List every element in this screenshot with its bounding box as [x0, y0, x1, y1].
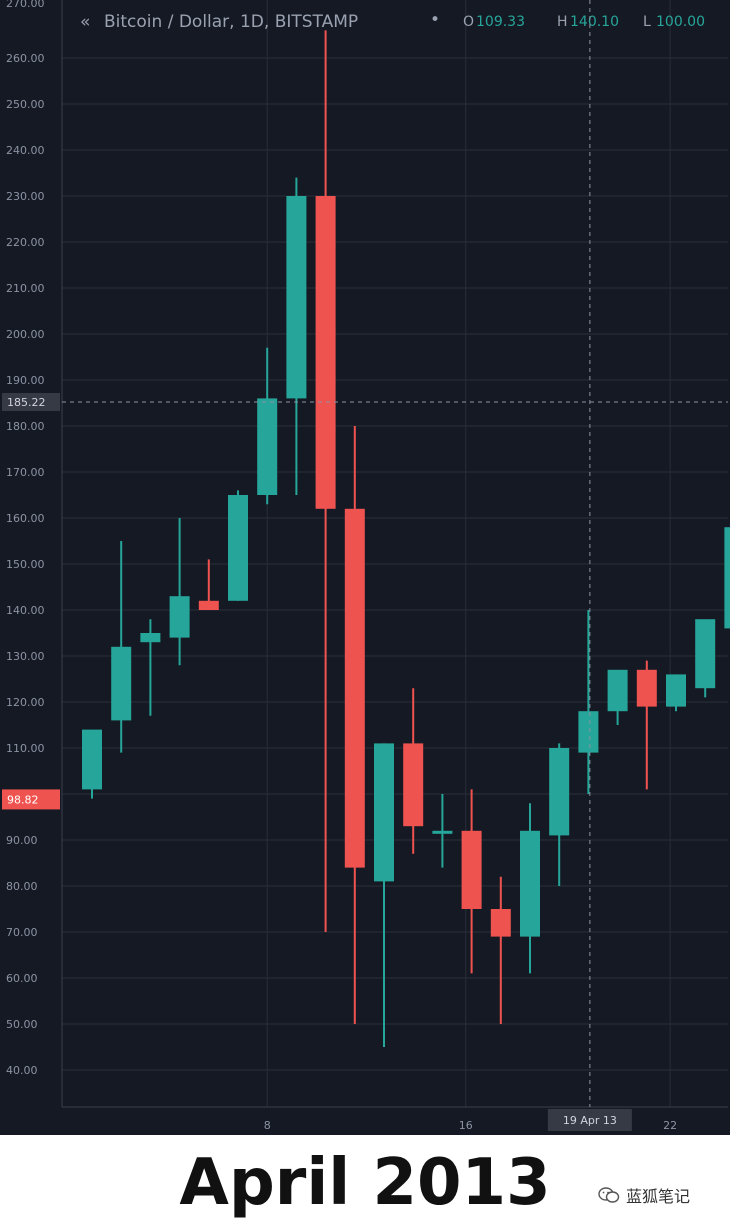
- candle-body: [198, 600, 219, 610]
- candle-body: [724, 527, 730, 629]
- candle-body: [286, 196, 307, 399]
- y-tick-label: 230.00: [6, 190, 45, 203]
- x-tick-label: 16: [459, 1119, 473, 1132]
- collapse-legend-icon[interactable]: «: [80, 12, 90, 32]
- candle[interactable]: [257, 347, 278, 505]
- candle[interactable]: [695, 619, 716, 698]
- candle-body: [607, 669, 628, 712]
- candle-body: [257, 398, 278, 495]
- y-tick-label: 110.00: [6, 742, 45, 755]
- last-price-label: 98.82: [7, 793, 39, 806]
- candlestick-chart[interactable]: 270.00 40.00 50.00 60.00 70.00 80.00 90.00 100…: [0, 0, 730, 1135]
- crosshair-date-box: [547, 1109, 632, 1131]
- candle[interactable]: [140, 619, 161, 716]
- candle[interactable]: [286, 177, 307, 495]
- candle-body: [490, 909, 511, 937]
- candle[interactable]: [490, 876, 511, 1024]
- y-tick-label: 180.00: [6, 420, 45, 433]
- candle[interactable]: [666, 674, 686, 712]
- candle-body: [549, 748, 570, 836]
- candle-body: [374, 743, 394, 882]
- low-value: 100.00: [656, 14, 705, 30]
- y-tick-label: 240.00: [6, 144, 45, 157]
- candle-body: [169, 596, 190, 638]
- candle[interactable]: [374, 743, 394, 1047]
- candle-body: [578, 711, 599, 753]
- crosshair-price-box: [2, 392, 60, 411]
- y-tick-label: 150.00: [6, 558, 45, 571]
- y-tick-label: 40.00: [6, 1064, 38, 1077]
- candles-layer: [82, 30, 730, 1047]
- chart-canvas[interactable]: 270.00 40.00 50.00 60.00 70.00 80.00 90.00 100…: [0, 0, 730, 1135]
- symbol-dropdown-icon[interactable]: •: [430, 10, 440, 30]
- y-tick-label: 60.00: [6, 972, 38, 985]
- candle-body: [315, 196, 336, 509]
- candle[interactable]: [198, 559, 219, 610]
- y-tick-label: 160.00: [6, 512, 45, 525]
- chart-legend: Bitcoin / Dollar, 1D, BITSTAMP • O 109.3…: [80, 10, 705, 32]
- y-tick-label: 250.00: [6, 98, 45, 111]
- candle-body: [111, 646, 132, 721]
- y-tick-label: 70.00: [6, 926, 38, 939]
- candle[interactable]: [344, 426, 365, 1024]
- candle[interactable]: [315, 30, 336, 932]
- grid-layer: [62, 0, 728, 1107]
- watermark-text: 蓝狐笔记: [626, 1187, 691, 1206]
- caption-title: April 2013: [179, 1146, 551, 1220]
- last-price-box: [2, 789, 60, 810]
- crosshair-price-label: 185.22: [7, 396, 46, 409]
- candle[interactable]: [228, 490, 248, 601]
- candle[interactable]: [520, 803, 540, 974]
- y-tick-label: 210.00: [6, 282, 45, 295]
- low-label: L: [643, 14, 651, 30]
- open-label: O: [463, 14, 474, 30]
- candle-body: [461, 830, 482, 909]
- candle[interactable]: [403, 688, 424, 854]
- candle-body: [520, 830, 540, 937]
- y-tick-label: 130.00: [6, 650, 45, 663]
- y-tick-label: 220.00: [6, 236, 45, 249]
- candle[interactable]: [111, 541, 132, 753]
- candle-body: [228, 495, 248, 601]
- candle-body: [403, 743, 424, 827]
- y-tick-label: 190.00: [6, 374, 45, 387]
- x-tick-label: 22: [663, 1119, 677, 1132]
- candle[interactable]: [724, 504, 730, 633]
- y-tick-label: 170.00: [6, 466, 45, 479]
- axis-layer: 270.00 40.00 50.00 60.00 70.00 80.00 90.00 100…: [6, 0, 728, 1132]
- crosshair-overlay: 185.22 19 Apr 13 98.82: [2, 0, 728, 1131]
- candle-body: [636, 669, 657, 707]
- open-value: 109.33: [476, 14, 525, 30]
- y-tick-label: 80.00: [6, 880, 38, 893]
- y-tick-label: 260.00: [6, 52, 45, 65]
- y-tick-label-top: 270.00: [6, 0, 45, 10]
- high-label: H: [557, 14, 568, 30]
- y-tick-label: 200.00: [6, 328, 45, 341]
- candle-body: [344, 508, 365, 868]
- candle[interactable]: [82, 729, 102, 799]
- crosshair-date-label: 19 Apr 13: [563, 1114, 617, 1127]
- candle[interactable]: [169, 518, 190, 666]
- candle-body: [82, 729, 102, 790]
- candle[interactable]: [461, 789, 482, 974]
- candle[interactable]: [432, 794, 453, 868]
- candle[interactable]: [636, 660, 657, 790]
- candle[interactable]: [607, 669, 628, 725]
- y-tick-label: 140.00: [6, 604, 45, 617]
- y-tick-label: 90.00: [6, 834, 38, 847]
- candle-body: [666, 674, 686, 707]
- x-tick-label: 8: [264, 1119, 271, 1132]
- candle[interactable]: [549, 743, 570, 886]
- wechat-icon: [598, 1187, 620, 1203]
- candle-body: [432, 830, 453, 834]
- y-tick-label: 50.00: [6, 1018, 38, 1031]
- candle-body: [140, 633, 161, 643]
- symbol-title[interactable]: Bitcoin / Dollar, 1D, BITSTAMP: [104, 12, 358, 32]
- y-tick-label: 120.00: [6, 696, 45, 709]
- candle-body: [695, 619, 716, 689]
- high-value: 140.10: [570, 14, 619, 30]
- watermark: 蓝狐笔记: [598, 1183, 690, 1207]
- candle[interactable]: [578, 610, 599, 794]
